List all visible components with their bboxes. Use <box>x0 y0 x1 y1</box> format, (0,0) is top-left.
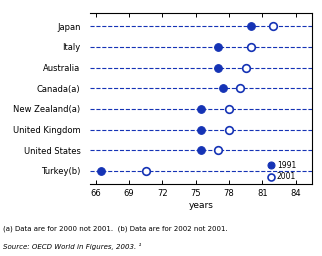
Text: 2001: 2001 <box>277 172 296 181</box>
Text: Source: OECD World in Figures, 2003. ¹: Source: OECD World in Figures, 2003. ¹ <box>3 243 141 250</box>
Text: 1991: 1991 <box>277 161 296 170</box>
Text: (a) Data are for 2000 not 2001.  (b) Data are for 2002 not 2001.: (a) Data are for 2000 not 2001. (b) Data… <box>3 225 228 232</box>
X-axis label: years: years <box>189 201 214 210</box>
